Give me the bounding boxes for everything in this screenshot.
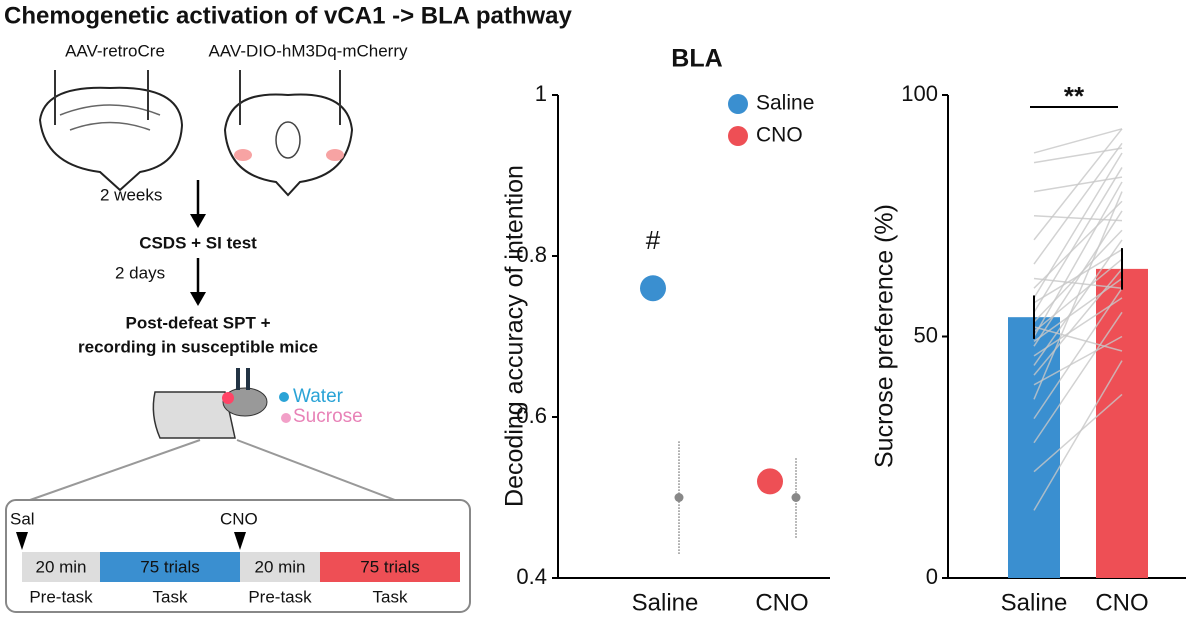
x-tick-label: Saline <box>1001 589 1068 616</box>
paired-line <box>1033 176 1123 193</box>
injection-site <box>326 149 344 161</box>
y-tick-label: 0.6 <box>516 403 547 428</box>
y-tick-label: 100 <box>901 81 938 106</box>
shuffle-point <box>674 493 684 502</box>
brain-detail <box>59 104 161 131</box>
timeline-block <box>240 552 320 582</box>
paired-line <box>1033 326 1123 352</box>
zoom-line <box>236 439 396 501</box>
annotation: ** <box>1064 81 1085 111</box>
injection-marker <box>16 532 28 550</box>
brain-slice <box>38 86 184 192</box>
x-tick-label: CNO <box>755 589 808 616</box>
legend-label: Saline <box>756 92 814 115</box>
step-delay: 2 days <box>115 263 165 282</box>
legend-swatch <box>728 126 748 146</box>
phase-label: Pre-task <box>29 587 93 606</box>
paired-line <box>1033 181 1123 337</box>
legend-swatch <box>728 94 748 114</box>
step-delay: 2 weeks <box>100 185 162 204</box>
y-tick-label: 50 <box>914 322 938 347</box>
water-label: Water <box>293 386 344 407</box>
block-label: 20 min <box>254 557 305 576</box>
step: recording in susceptible mice <box>78 337 318 356</box>
timeline-block <box>100 552 240 582</box>
annotation: # <box>646 225 661 255</box>
block-label: 20 min <box>35 557 86 576</box>
block-label: 75 trials <box>360 557 420 576</box>
dot <box>757 468 783 495</box>
injection-label: Sal <box>10 509 35 528</box>
schematic: AAV-retroCre AAV-DIO-hM3Dq-mCherry 2 wee… <box>5 41 471 613</box>
phase-label: Pre-task <box>248 587 312 606</box>
chart-title: BLA <box>671 45 722 73</box>
paired-line <box>1033 167 1123 313</box>
sucrose-drop <box>281 413 291 423</box>
arrow-head <box>190 292 206 306</box>
paired-line <box>1033 248 1123 304</box>
dot <box>640 275 666 302</box>
water-drop <box>279 392 289 402</box>
block-label: 75 trials <box>140 557 200 576</box>
brain-detail <box>275 121 301 159</box>
paired-line <box>1033 142 1123 265</box>
paired-line <box>1033 335 1123 386</box>
paired-line <box>1033 128 1123 154</box>
bar <box>1008 317 1060 578</box>
y-tick-label: 0.8 <box>516 242 547 267</box>
paired-line <box>1033 258 1123 333</box>
y-axis-label: Decoding accuracy of intention <box>501 165 529 507</box>
implant <box>246 368 250 390</box>
timeline-block <box>22 552 100 582</box>
timeline-box <box>5 499 471 613</box>
injection-site <box>234 149 252 161</box>
paired-line <box>1033 297 1123 357</box>
paired-line <box>1033 277 1123 289</box>
y-axis-label: Sucrose preference (%) <box>871 204 899 468</box>
shuffle-point <box>791 493 801 502</box>
paired-line <box>1033 360 1123 511</box>
x-tick-label: CNO <box>1095 589 1148 616</box>
figure-title: Chemogenetic activation of vCA1 -> BLA p… <box>4 2 573 29</box>
mouse <box>222 387 268 417</box>
paired-line <box>1033 210 1123 347</box>
x-tick-label: Saline <box>632 589 699 616</box>
injection-marker <box>234 532 246 550</box>
tube <box>152 391 236 439</box>
virus-label: AAV-retroCre <box>65 41 165 60</box>
phase-label: Task <box>153 587 188 606</box>
sucrose-label: Sucrose <box>293 406 363 427</box>
paired-line <box>1033 239 1123 366</box>
zoom-line <box>29 439 201 501</box>
mouse-marker <box>222 392 234 404</box>
step: Post-defeat SPT + <box>125 313 270 332</box>
bar <box>1096 268 1148 578</box>
paired-line <box>1033 215 1123 222</box>
paired-line <box>1033 287 1123 420</box>
paired-line <box>1033 311 1123 444</box>
injection-label: CNO <box>220 509 258 528</box>
phase-label: Task <box>373 587 408 606</box>
paired-line <box>1033 200 1123 289</box>
virus-label: AAV-DIO-hM3Dq-mCherry <box>209 41 408 60</box>
y-tick-label: 0.4 <box>516 564 547 589</box>
brain-slice <box>223 93 354 197</box>
arrow-head <box>190 214 206 228</box>
implant <box>236 368 240 390</box>
y-tick-label: 1 <box>535 81 547 106</box>
paired-line <box>1033 393 1123 473</box>
legend-label: CNO <box>756 124 803 147</box>
paired-line <box>1033 147 1123 164</box>
timeline-block <box>320 552 460 582</box>
step: CSDS + SI test <box>139 233 257 252</box>
y-tick-label: 0 <box>926 564 938 589</box>
